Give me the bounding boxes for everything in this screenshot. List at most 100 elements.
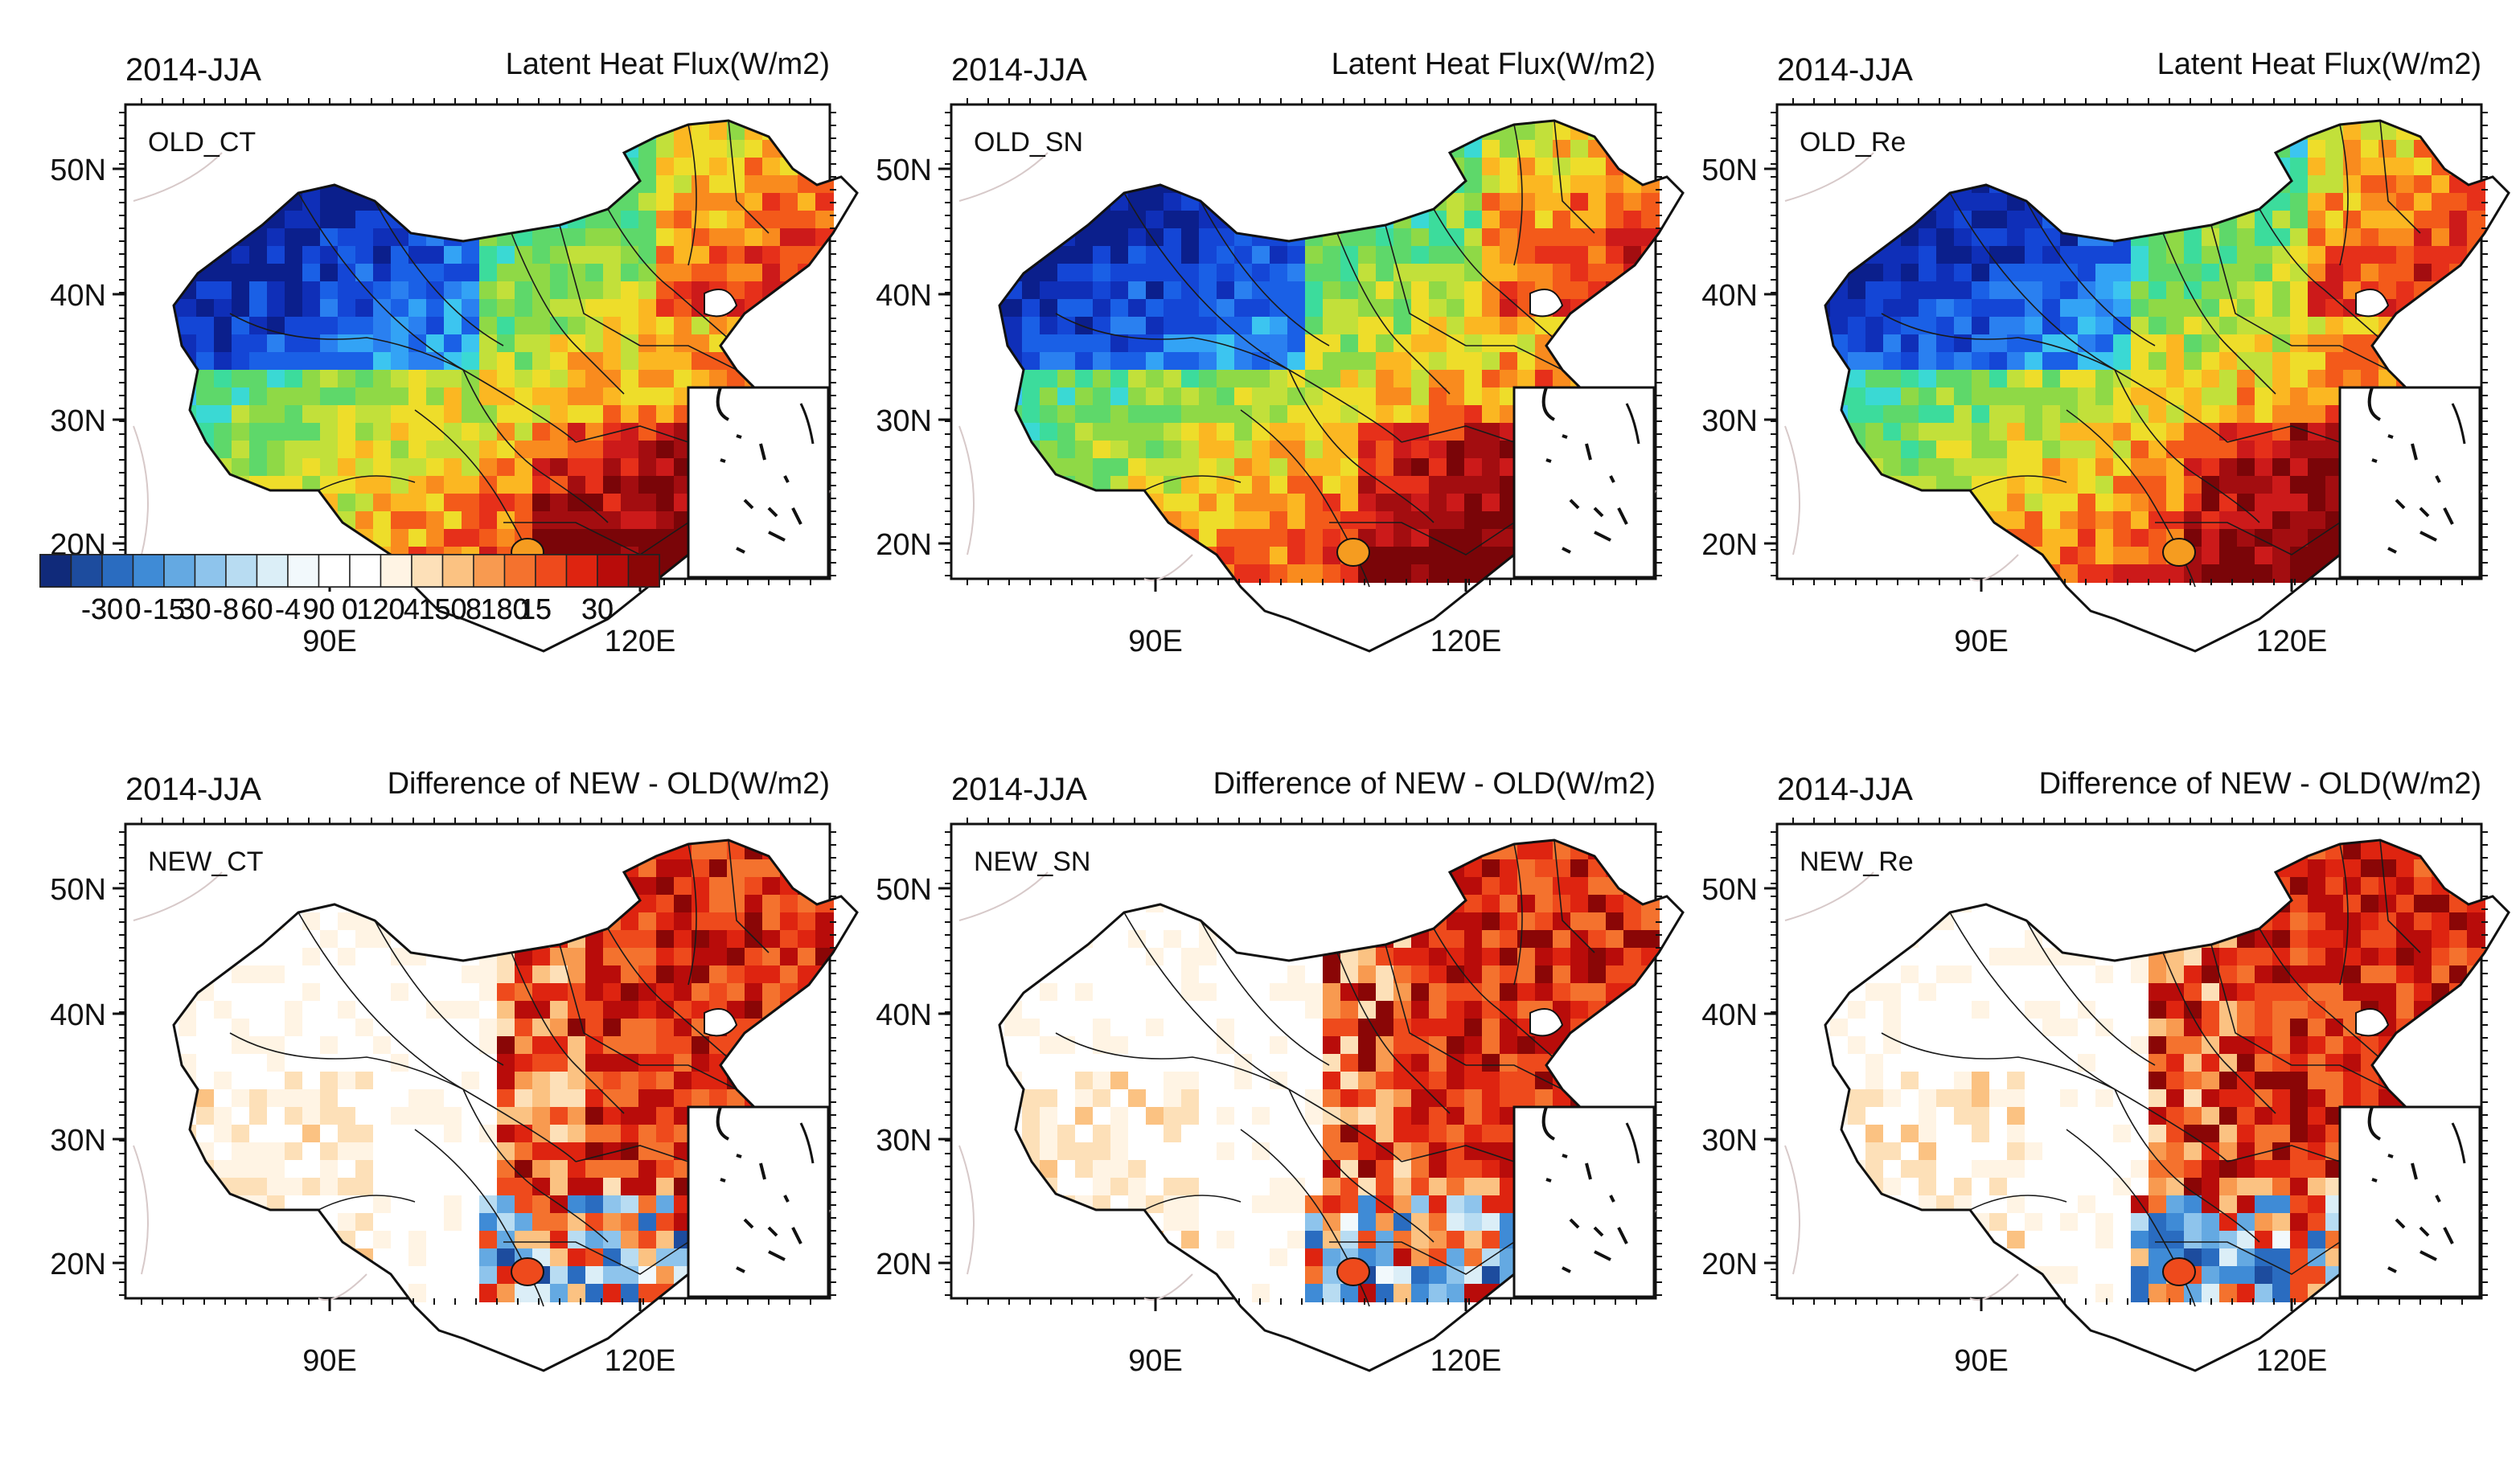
panel-title: Latent Heat Flux(W/m2) (2157, 47, 2481, 81)
panel-period: 2014-JJA (125, 52, 261, 88)
lat-label: 30N (1701, 1124, 1758, 1158)
province-boundary (607, 928, 737, 1066)
panel-period: 2014-JJA (1777, 52, 1913, 88)
province-boundary (1336, 232, 1451, 395)
inset-coast (799, 403, 815, 445)
inset-islands (716, 387, 802, 554)
province-boundary (2339, 843, 2349, 986)
neighbour-coast (1784, 871, 2482, 1301)
province-boundary (2210, 224, 2292, 346)
province-boundary (1329, 1241, 1515, 1275)
province-boundary (728, 840, 770, 953)
colorbar-label: 8 (466, 592, 482, 625)
colorbar-swatch (163, 554, 196, 588)
lat-label: 50N (1701, 873, 1758, 907)
panel-label: NEW_SN (974, 847, 1090, 877)
province-boundary (298, 192, 577, 443)
colorbar-label: 30 (179, 592, 211, 625)
colorbar-swatch (380, 554, 412, 588)
province-boundary (687, 124, 697, 266)
colorbar-label: 180 (480, 592, 528, 625)
inset-islands (2367, 1106, 2454, 1273)
inset-islands (716, 1106, 802, 1273)
colorbar-label: -8 (213, 592, 239, 625)
colorbar-label: -4 (275, 592, 301, 625)
china-outline (998, 838, 1685, 1372)
lon-label: 120E (1430, 625, 1502, 658)
colorbar-swatch (565, 554, 598, 588)
province-boundary (462, 369, 609, 523)
inset-frame (2338, 1105, 2481, 1298)
panel-label: NEW_CT (148, 847, 264, 877)
china-outline (172, 838, 859, 1372)
colorbar-label: 150 (418, 592, 466, 625)
province-boundary (1433, 208, 1563, 346)
colorbar-label: 8 (466, 592, 482, 625)
province-boundary (1288, 369, 1434, 523)
lat-label: 20N (50, 1248, 106, 1281)
province-boundary (2114, 369, 2260, 523)
province-boundary (511, 232, 625, 395)
lon-label: 120E (2256, 625, 2328, 658)
lat-label: 30N (1701, 404, 1758, 438)
inset-coast (2451, 403, 2466, 445)
province-boundary (559, 944, 641, 1066)
colorbar-label: 90 (302, 592, 334, 625)
inset-coast (2451, 1122, 2466, 1164)
south-china-sea-inset (2338, 386, 2481, 579)
panel-title: Difference of NEW - OLD(W/m2) (2039, 767, 2481, 801)
province-boundary (1329, 522, 1515, 555)
panel-period: 2014-JJA (951, 52, 1087, 88)
province-boundary (2259, 208, 2389, 346)
bohai-sea (1529, 1008, 1564, 1037)
lat-label: 20N (876, 1248, 932, 1281)
south-china-sea-inset (1512, 386, 1656, 579)
province-boundary (2292, 1064, 2389, 1090)
colorbar-swatch (101, 554, 134, 588)
hainan-island (1336, 538, 1370, 567)
inset-frame (2338, 386, 2481, 579)
province-boundary (1055, 313, 1290, 371)
inset-frame (687, 1105, 830, 1298)
lat-label: 50N (50, 154, 106, 187)
colorbar-label: -30 (81, 592, 123, 625)
lon-label: 90E (1128, 625, 1183, 658)
colorbar-swatch (39, 554, 72, 588)
panel-label: OLD_SN (974, 127, 1083, 158)
colorbar-label: 150 (418, 592, 466, 625)
province-boundary (1949, 192, 2228, 443)
province-boundary (1200, 920, 1330, 1066)
map-panel: 2014-JJA Difference of NEW - OLD(W/m2) NEW… (50, 767, 859, 1378)
colorbar-label: 30 (179, 592, 211, 625)
lat-label: 50N (50, 873, 106, 907)
lon-label: 90E (1954, 1344, 2009, 1378)
province-boundary (229, 1032, 464, 1090)
colorbar-swatch (503, 554, 536, 588)
south-china-sea-inset (687, 386, 830, 579)
map-panel: 2014-JJA Difference of NEW - OLD(W/m2) NEW… (876, 767, 1685, 1378)
colorbar-swatch (441, 554, 474, 588)
lon-label: 120E (2256, 1344, 2328, 1378)
hainan-island (1336, 1257, 1370, 1286)
province-boundary (2162, 952, 2276, 1114)
colorbar-label: -8 (213, 592, 239, 625)
colorbar-label: 120 (356, 592, 404, 625)
panel-title: Latent Heat Flux(W/m2) (1332, 47, 1656, 81)
province-boundary (229, 313, 464, 371)
province-boundary (2025, 200, 2156, 346)
province-boundary (2259, 928, 2389, 1066)
lat-label: 40N (876, 998, 932, 1032)
panel-title: Difference of NEW - OLD(W/m2) (388, 767, 830, 801)
lon-label: 90E (1954, 625, 2009, 658)
colorbar-label: 15 (519, 592, 552, 625)
province-boundary (503, 1241, 689, 1275)
province-boundary (640, 345, 737, 371)
province-boundary (1513, 843, 1523, 986)
colorbar-label: 0 (125, 592, 141, 625)
lat-label: 40N (50, 998, 106, 1032)
neighbour-coast (133, 871, 831, 1301)
lat-label: 50N (1701, 154, 1758, 187)
colorbar-label: -30 (81, 592, 123, 625)
lon-label: 90E (1128, 1344, 1183, 1378)
china-outline (1824, 119, 2510, 653)
